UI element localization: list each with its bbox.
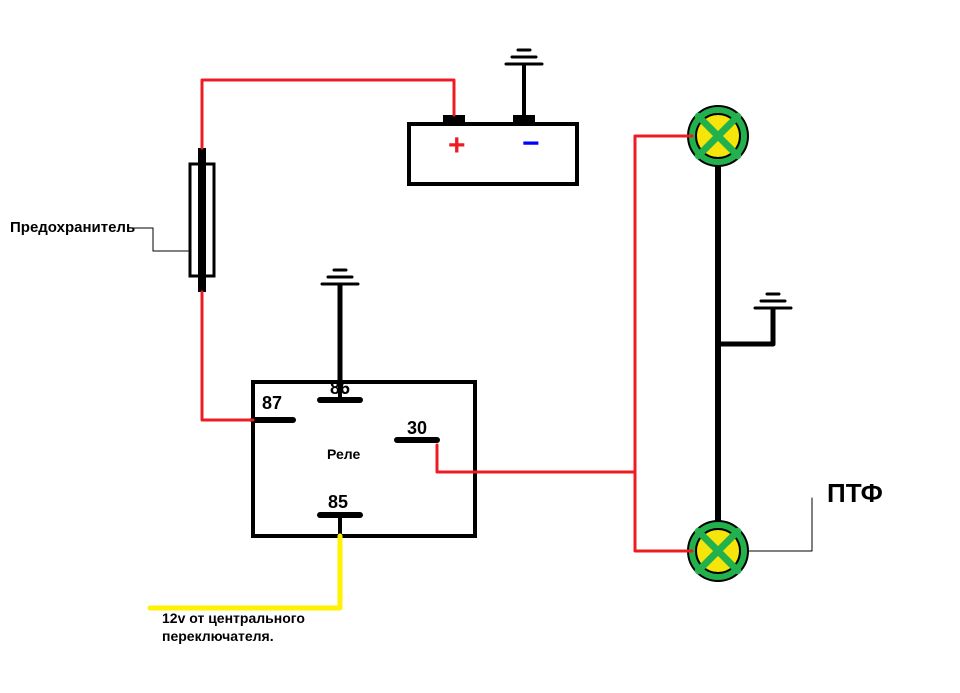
battery-plus-label: + bbox=[448, 129, 466, 162]
fuse-label: Предохранитель bbox=[10, 219, 135, 236]
pin-85-label: 85 bbox=[328, 492, 348, 512]
switch-source-label-line1: 12v от центрального bbox=[162, 610, 305, 626]
lamp-assembly bbox=[688, 106, 812, 581]
wire-battery-to-fuse bbox=[202, 80, 454, 148]
pin-86-label: 86 bbox=[330, 378, 350, 398]
relay bbox=[253, 270, 475, 536]
wires bbox=[150, 80, 692, 608]
battery-minus-label: − bbox=[522, 127, 540, 160]
pin-30-label: 30 bbox=[407, 418, 427, 438]
pin-87-label: 87 bbox=[262, 393, 282, 413]
lamp-icon bbox=[688, 521, 748, 581]
lamp-icon bbox=[688, 106, 748, 166]
labels: Предохранитель Реле 87 86 30 85 + − ПТФ 12v от це… bbox=[10, 127, 883, 644]
battery bbox=[409, 50, 577, 184]
wire-85-switch bbox=[150, 536, 340, 608]
ptf-label: ПТФ bbox=[827, 478, 883, 508]
wiring-diagram: Предохранитель Реле 87 86 30 85 + − ПТФ 12v от це… bbox=[0, 0, 960, 693]
relay-label: Реле bbox=[327, 446, 360, 462]
wire-30-to-lamp-bottom bbox=[635, 472, 692, 551]
fuse bbox=[130, 148, 214, 292]
wire-fuse-to-87 bbox=[202, 292, 253, 420]
switch-source-label-line2: переключателя. bbox=[162, 628, 274, 644]
